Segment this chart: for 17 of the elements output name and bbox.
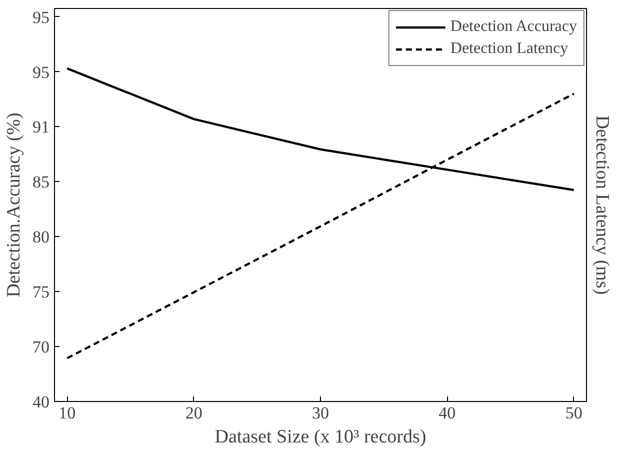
text: 95 bbox=[32, 62, 50, 82]
x-tick-label: 20 bbox=[185, 404, 202, 422]
x-axis-title: Dataset Size (x 10³ records) bbox=[214, 426, 426, 448]
legend-label: Detection Accuracy bbox=[450, 18, 577, 36]
x-tick-label: 30 bbox=[312, 404, 329, 422]
text: 95 bbox=[32, 8, 50, 27]
x-tick-label: 10 bbox=[58, 404, 76, 422]
y-axis-title: Detection.Accuracy (%) bbox=[4, 112, 24, 298]
y2-axis-title: Detection Latency (ms) bbox=[592, 115, 612, 295]
text: 91 bbox=[32, 118, 50, 137]
text: 85 bbox=[32, 172, 50, 192]
x-tick-label: 50 bbox=[565, 404, 582, 422]
x-tick-label: 40 bbox=[438, 404, 456, 422]
text: 80 bbox=[32, 228, 50, 247]
legend-label: Detection Latency bbox=[450, 40, 568, 58]
text: 70 bbox=[32, 338, 50, 357]
text: 75 bbox=[32, 282, 50, 302]
